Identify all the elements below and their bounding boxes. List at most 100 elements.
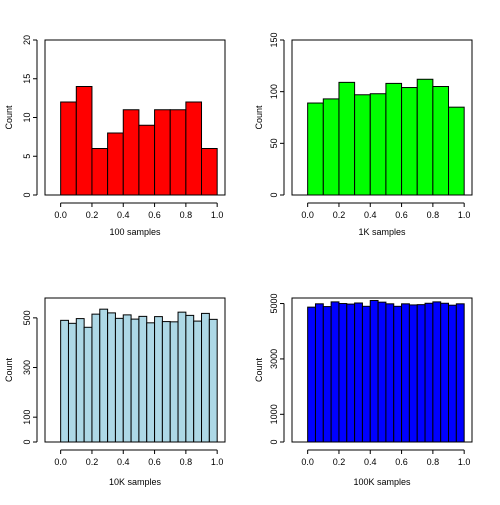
histogram-bar xyxy=(75,318,85,443)
histogram-bar xyxy=(385,303,395,443)
x-tick-label: 0.2 xyxy=(333,210,346,220)
x-tick-label: 0.2 xyxy=(333,457,346,467)
histogram-bar xyxy=(432,301,442,443)
histogram-panel-4: 0.0 0.2 0.4 0.6 0.8 1.0 0 1000 3000 5000 100K samp… xyxy=(254,294,473,487)
y-tick-label: 0 xyxy=(269,439,279,444)
x-tick-label: 0.8 xyxy=(427,457,440,467)
x-tick-label: 1.0 xyxy=(458,210,471,220)
histogram-bar xyxy=(338,303,348,443)
y-tick-label: 1000 xyxy=(269,404,279,424)
histogram-bar xyxy=(122,314,132,443)
histogram-bar xyxy=(169,321,179,443)
histogram-bar xyxy=(83,326,93,443)
histogram-bar xyxy=(91,313,101,443)
histogram-bar xyxy=(448,304,457,443)
x-axis-label: 1K samples xyxy=(358,227,406,237)
histogram-bar xyxy=(432,86,450,196)
x-tick-label: 0.0 xyxy=(54,210,67,220)
x-tick-label: 0.4 xyxy=(117,457,130,467)
y-tick-label: 10 xyxy=(22,112,32,122)
x-tick-label: 0.4 xyxy=(364,210,377,220)
histogram-bar xyxy=(401,87,418,196)
x-tick-label: 0.4 xyxy=(364,457,377,467)
histogram-bar xyxy=(346,303,356,443)
histogram-bar xyxy=(338,81,356,196)
y-tick-label: 3000 xyxy=(269,349,279,369)
x-tick-label: 1.0 xyxy=(211,210,224,220)
x-axis-label: 10K samples xyxy=(109,477,162,487)
histogram-bar xyxy=(424,302,434,443)
histogram-bar xyxy=(114,317,124,443)
histogram-bar xyxy=(307,102,324,196)
histogram-bar xyxy=(354,94,371,196)
histogram-bar xyxy=(208,318,218,443)
histogram-bar xyxy=(377,301,387,443)
y-tick-label: 20 xyxy=(22,35,32,45)
y-tick-label: 0 xyxy=(22,439,32,444)
x-tick-label: 0.0 xyxy=(54,457,67,467)
histogram-bar xyxy=(185,101,203,196)
histogram-bar xyxy=(185,314,195,443)
x-tick-label: 0.4 xyxy=(117,210,130,220)
x-tick-label: 0.0 xyxy=(301,210,314,220)
histogram-bar xyxy=(67,322,77,443)
y-tick-label: 0 xyxy=(22,192,32,197)
histogram-bar xyxy=(177,311,187,443)
y-axis-label: Count xyxy=(4,358,14,383)
histogram-bar xyxy=(138,124,156,196)
y-tick-label: 15 xyxy=(22,74,32,84)
histogram-bar xyxy=(416,304,426,443)
histogram-bar xyxy=(369,299,379,443)
histogram-bar xyxy=(408,304,418,443)
histogram-bar xyxy=(314,303,324,443)
histogram-bar xyxy=(307,306,316,443)
histogram-panel-1: 0.0 0.2 0.4 0.6 0.8 1.0 0 5 10 15 20 100 samples Cou… xyxy=(4,35,226,237)
histogram-bar xyxy=(322,306,332,443)
histogram-bar xyxy=(440,302,450,443)
histogram-bar xyxy=(385,82,403,196)
histogram-bar xyxy=(448,106,465,196)
x-tick-label: 1.0 xyxy=(458,457,471,467)
y-tick-label: 5000 xyxy=(269,294,279,314)
x-tick-label: 0.6 xyxy=(148,457,161,467)
y-tick-label: 0 xyxy=(269,192,279,197)
x-tick-label: 0.2 xyxy=(86,210,99,220)
histogram-bar xyxy=(154,109,171,196)
y-tick-label: 50 xyxy=(269,138,279,148)
histogram-bar xyxy=(154,316,163,443)
x-tick-label: 0.6 xyxy=(395,457,408,467)
y-tick-label: 500 xyxy=(22,310,32,325)
histogram-panel-3: 0.0 0.2 0.4 0.6 0.8 1.0 0 100 300 500 10K samples C… xyxy=(4,297,226,487)
histogram-bar xyxy=(455,303,465,443)
histogram-bar xyxy=(401,303,410,443)
x-tick-label: 0.6 xyxy=(148,210,161,220)
y-axis-label: Count xyxy=(4,105,14,130)
histogram-bar xyxy=(130,318,140,443)
histogram-panel-2: 0.0 0.2 0.4 0.6 0.8 1.0 0 50 100 150 1K samples Cou… xyxy=(254,32,473,237)
histogram-bar xyxy=(107,132,124,196)
histogram-bar xyxy=(146,322,156,443)
histogram-bar xyxy=(393,305,403,443)
x-tick-label: 0.8 xyxy=(180,210,193,220)
histogram-bar xyxy=(60,319,69,443)
histogram-bar xyxy=(75,86,93,196)
histogram-bar xyxy=(91,148,109,196)
x-tick-label: 0.8 xyxy=(180,457,193,467)
x-tick-label: 0.8 xyxy=(427,210,440,220)
y-tick-label: 150 xyxy=(269,32,279,47)
histogram-bar xyxy=(361,305,371,443)
histogram-bar xyxy=(161,321,171,443)
y-tick-label: 300 xyxy=(22,360,32,375)
histogram-bar xyxy=(369,93,387,196)
x-tick-label: 0.0 xyxy=(301,457,314,467)
histogram-bar xyxy=(322,98,340,196)
x-tick-label: 0.2 xyxy=(86,457,99,467)
histogram-bar xyxy=(416,78,434,196)
histogram-bar xyxy=(330,301,340,443)
x-axis-label: 100K samples xyxy=(353,477,411,487)
histogram-bar xyxy=(60,101,77,196)
x-axis-label: 100 samples xyxy=(109,227,161,237)
histogram-bar xyxy=(107,312,116,443)
histogram-bar xyxy=(201,312,210,443)
y-axis-label: Count xyxy=(254,358,264,383)
